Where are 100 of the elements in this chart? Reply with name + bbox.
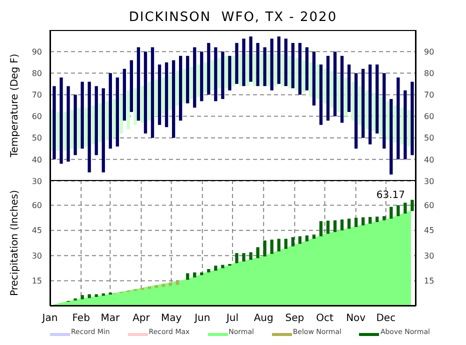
bar	[193, 272, 196, 278]
bar	[120, 94, 123, 134]
bar	[284, 238, 288, 249]
bar	[88, 82, 91, 172]
bar	[64, 112, 67, 151]
bar	[200, 52, 204, 102]
bar	[372, 92, 376, 132]
bar	[154, 80, 158, 116]
bar	[379, 96, 383, 136]
bar	[164, 62, 168, 128]
bar	[312, 52, 316, 106]
bar	[344, 77, 348, 116]
y-tick-label: 80	[32, 68, 42, 78]
bar	[242, 38, 246, 86]
bar	[256, 247, 260, 258]
bar	[298, 42, 302, 95]
bar	[176, 70, 179, 106]
x-tick-label: Mar	[100, 313, 120, 324]
y-axis-title: Precipitation (Inches)	[10, 190, 21, 296]
bar	[136, 47, 140, 121]
bar	[316, 64, 320, 100]
bar	[186, 56, 190, 104]
bar	[260, 54, 264, 86]
bar	[354, 218, 358, 228]
bar	[224, 56, 228, 88]
bar	[182, 68, 186, 104]
y2-tick-label: 50	[424, 134, 434, 143]
bar	[404, 90, 407, 160]
bar	[362, 217, 365, 226]
bar	[88, 294, 91, 298]
bar	[242, 253, 246, 262]
bar	[150, 47, 154, 138]
bar	[358, 86, 362, 125]
x-tick-label: Jan	[41, 313, 58, 324]
bar	[210, 60, 214, 90]
bar	[362, 68, 365, 138]
y2-tick-label: 90	[424, 47, 434, 56]
bar	[277, 36, 280, 84]
bar	[196, 64, 200, 97]
bar	[102, 293, 105, 296]
bar	[376, 216, 379, 222]
bar	[204, 62, 208, 93]
bar	[228, 56, 232, 90]
x-tick-label: Jul	[225, 313, 239, 324]
bar	[333, 220, 337, 232]
bar	[154, 285, 158, 288]
bar	[78, 108, 81, 149]
bar	[390, 99, 393, 175]
bar	[351, 82, 354, 121]
bar	[302, 60, 306, 93]
bar	[249, 36, 252, 82]
bar	[368, 216, 372, 224]
bar	[305, 47, 309, 90]
bar	[309, 62, 312, 97]
bar	[218, 58, 222, 88]
y-tick-label: 50	[32, 134, 42, 143]
bar	[80, 295, 84, 300]
bar	[390, 206, 393, 219]
y2-tick-label: 60	[424, 201, 434, 210]
bar	[396, 77, 400, 160]
bar	[108, 73, 112, 149]
y-tick-label: 60	[32, 201, 42, 210]
x-tick-label: Nov	[346, 313, 366, 324]
x-tick-label: Jun	[194, 313, 210, 324]
bar	[274, 54, 278, 86]
bar	[407, 110, 411, 146]
bar	[410, 200, 414, 212]
bar	[319, 221, 323, 236]
bar	[263, 240, 266, 256]
bar	[148, 82, 151, 121]
y2-tick-label: 30	[424, 251, 434, 260]
bar	[305, 235, 309, 242]
bar	[267, 54, 270, 86]
bar	[337, 75, 340, 112]
x-tick-label: May	[160, 313, 182, 324]
bar	[270, 38, 274, 90]
bar	[92, 106, 95, 144]
y-axis-title: Temperature (Deg F)	[10, 54, 21, 158]
bar	[60, 77, 63, 164]
bar	[396, 205, 400, 216]
bar	[235, 253, 238, 264]
y-tick-label: 60	[32, 112, 42, 122]
bar	[84, 108, 88, 146]
x-tick-label: Feb	[72, 313, 90, 324]
bar	[172, 60, 176, 138]
x-tick-label: Apr	[132, 313, 151, 324]
y2-tick-label: 40	[424, 155, 434, 164]
bar	[256, 42, 260, 86]
bar	[340, 219, 344, 230]
bar	[94, 294, 98, 297]
y2-tick-label: 45	[424, 226, 434, 236]
bar	[382, 73, 386, 149]
bar	[312, 234, 316, 239]
y-tick-label: 30	[32, 176, 42, 186]
bar	[168, 75, 172, 110]
bar	[410, 82, 414, 156]
bar	[193, 47, 196, 108]
bar	[393, 106, 397, 142]
bar	[368, 64, 372, 144]
bar	[122, 68, 126, 121]
